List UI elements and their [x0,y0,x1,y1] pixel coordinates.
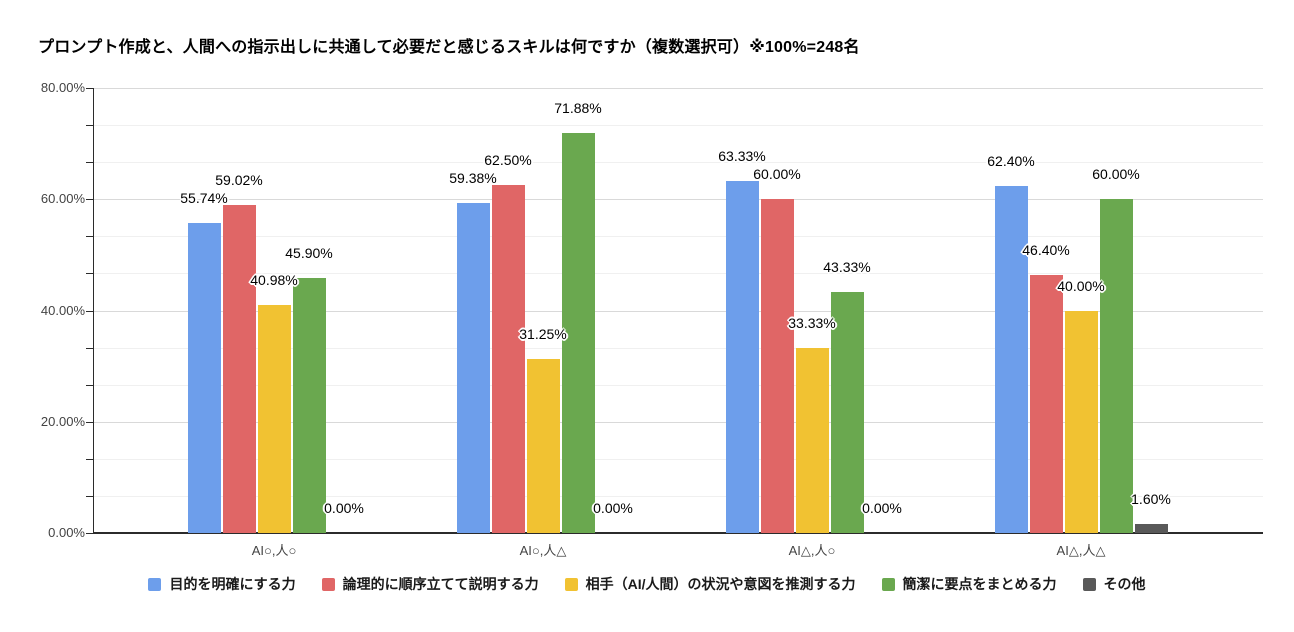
y-axis-tick [86,310,93,312]
value-label: 43.33% [823,258,871,275]
y-axis-label: 60.00% [40,191,85,207]
value-label: 46.40% [1022,241,1070,258]
y-axis-label: 0.00% [48,525,85,540]
legend-item-4: 簡潔に要点をまとめる力 [881,574,1057,594]
bar-1-group-3 [725,180,759,533]
x-axis-category-label: AI○,人○ [251,543,297,558]
bar-1-group-1 [187,222,221,533]
major-gridline [93,88,1263,89]
bar-4-group-4 [1099,199,1133,533]
value-label: 40.00% [1057,277,1105,294]
y-axis-tick [86,199,93,201]
bar-2-group-1 [222,204,256,533]
major-gridline [93,310,1263,312]
y-axis-tick [86,162,93,164]
bar-4-group-2 [561,133,595,533]
minor-gridline [93,384,1263,386]
legend-swatch-icon [1082,577,1096,591]
bar-1-group-4 [994,185,1028,533]
value-label: 0.00% [862,500,902,516]
value-label: 62.40% [987,152,1035,169]
minor-gridline [93,273,1263,275]
bar-2-group-4 [1029,274,1063,533]
value-label: 63.33% [718,147,766,164]
value-label: 1.60% [1131,491,1171,508]
legend-swatch-icon [321,577,335,591]
y-axis-tick [86,495,93,497]
x-axis-category-label: AI○,人△ [519,543,567,558]
chart-legend: 目的を明確にする力 論理的に順序立てて説明する力 相手（AI/人間）の状況や意図を推… [0,574,1294,594]
minor-gridline [93,125,1263,127]
value-label: 59.38% [449,169,497,186]
bar-5-group-4 [1134,524,1168,533]
legend-item-2: 論理的に順序立てて説明する力 [321,574,539,594]
value-label: 0.00% [593,500,633,516]
y-axis-tick [86,533,93,534]
y-axis-label: 40.00% [40,302,85,318]
y-axis-tick [86,273,93,275]
bar-4-group-3 [830,291,864,533]
value-label: 33.33% [788,314,836,331]
value-label: 55.74% [180,189,228,206]
legend-swatch-icon [564,577,578,591]
legend-item-3: 相手（AI/人間）の状況や意図を推測する力 [564,574,856,594]
value-label: 71.88% [554,100,602,117]
bar-3-group-2 [526,359,560,533]
y-axis-tick [86,125,93,127]
bar-3-group-4 [1064,310,1098,533]
minor-gridline [93,458,1263,460]
bar-3-group-1 [257,305,291,533]
y-axis-tick [86,384,93,386]
legend-swatch-icon [148,577,162,591]
y-axis-tick [86,347,93,349]
value-label: 31.25% [519,326,567,343]
value-label: 0.00% [324,500,364,516]
value-label: 59.02% [215,171,263,188]
bar-1-group-2 [456,202,490,533]
y-axis-tick [86,458,93,460]
bar-4-group-1 [292,277,326,533]
y-axis-tick [86,88,93,89]
minor-gridline [93,347,1263,349]
value-label: 45.90% [285,244,333,261]
bar-2-group-2 [491,185,525,533]
minor-gridline [93,162,1263,164]
bar-3-group-3 [795,347,829,533]
x-axis-category-label: AI△,人○ [788,543,836,558]
legend-label: 目的を明確にする力 [169,576,296,592]
x-axis-category-label: AI△,人△ [1056,543,1106,558]
legend-label: その他 [1103,576,1146,592]
minor-gridline [93,236,1263,238]
x-axis-line [93,532,1263,534]
legend-label: 相手（AI/人間）の状況や意図を推測する力 [585,576,856,592]
value-label: 62.50% [484,152,532,169]
chart-title: プロンプト作成と、人間への指示出しに共通して必要だと感じるスキルは何ですか（複数… [38,39,860,56]
major-gridline [93,199,1263,201]
y-axis-tick [86,421,93,423]
legend-item-1: 目的を明確にする力 [148,574,296,594]
legend-label: 簡潔に要点をまとめる力 [902,576,1057,592]
value-label: 40.98% [250,272,298,289]
y-axis-label: 80.00% [40,80,85,95]
y-axis-tick [86,236,93,238]
y-axis-label: 20.00% [40,413,85,429]
legend-swatch-icon [881,577,895,591]
legend-label: 論理的に順序立てて説明する力 [342,576,539,592]
minor-gridline [93,495,1263,497]
value-label: 60.00% [1092,166,1140,183]
legend-item-5: その他 [1082,574,1146,594]
major-gridline [93,421,1263,423]
bar-2-group-3 [760,199,794,533]
y-axis-line [93,88,94,533]
value-label: 60.00% [753,166,801,183]
